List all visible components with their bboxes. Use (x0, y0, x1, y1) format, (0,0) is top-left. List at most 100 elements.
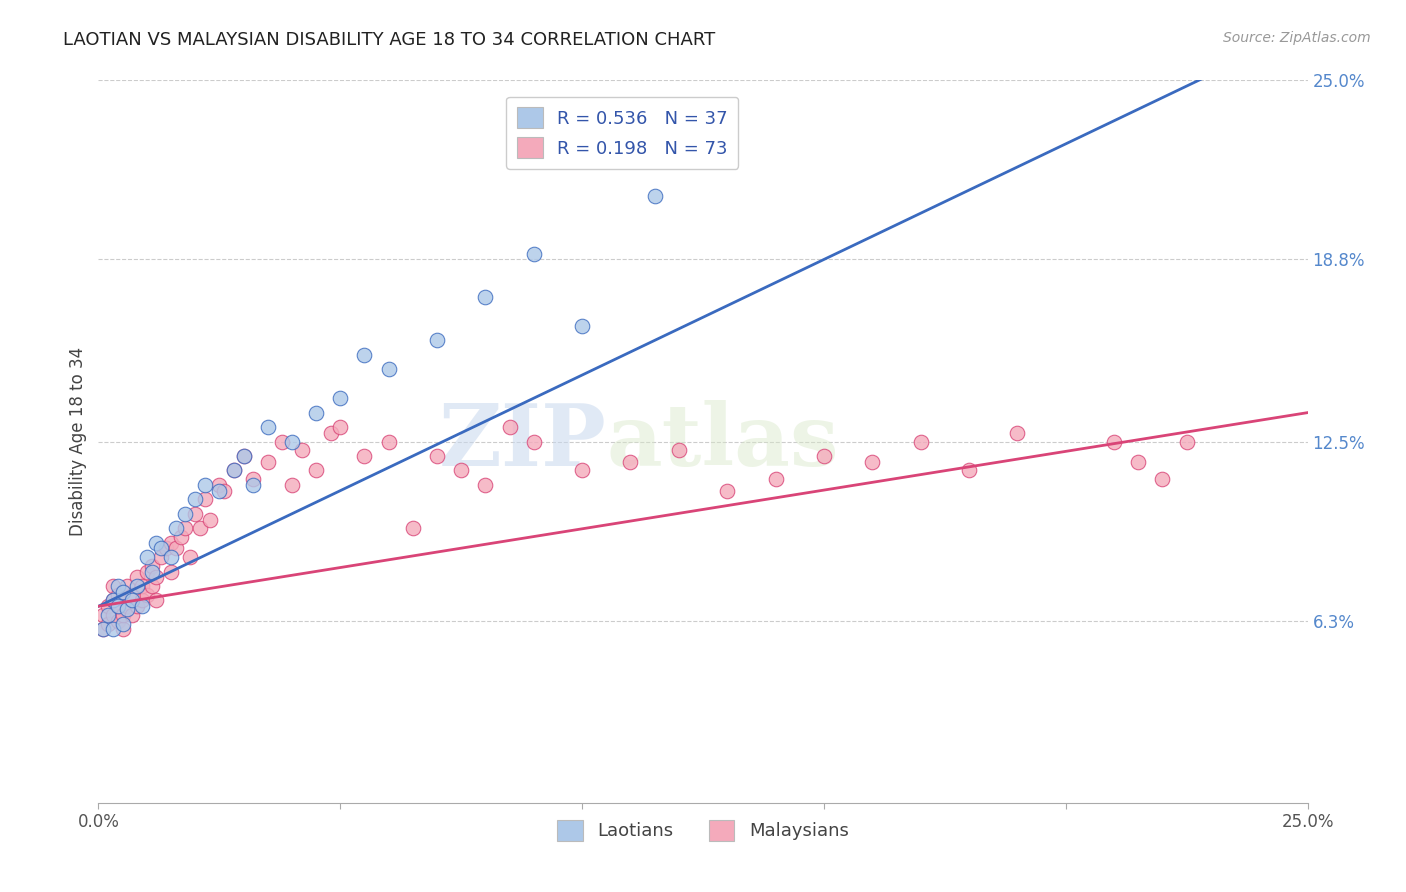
Text: Source: ZipAtlas.com: Source: ZipAtlas.com (1223, 31, 1371, 45)
Point (107, 588, 129, 602)
Point (290, 443, 312, 458)
Point (716, 102, 738, 116)
Point (523, 246, 546, 260)
Point (910, 434, 932, 449)
Point (242, 478, 264, 492)
Point (121, 593, 143, 607)
Text: ZIP: ZIP (439, 400, 606, 483)
Point (402, 521, 425, 535)
Point (377, 434, 399, 449)
Point (107, 599, 129, 614)
Point (426, 334, 449, 348)
Point (256, 420, 278, 434)
Point (271, 434, 294, 449)
Point (145, 535, 167, 549)
Point (353, 449, 375, 463)
Point (169, 530, 191, 544)
Point (212, 483, 235, 498)
Point (111, 616, 134, 631)
Point (91, 623, 114, 637)
Point (121, 607, 143, 622)
Point (160, 565, 183, 579)
Point (716, 483, 738, 498)
Point (571, 318, 593, 333)
Point (450, 463, 472, 477)
Point (117, 602, 139, 616)
Point (571, 463, 593, 477)
Point (150, 541, 173, 556)
Point (155, 541, 177, 556)
Point (305, 406, 328, 420)
Point (329, 391, 352, 405)
Point (141, 565, 163, 579)
Point (377, 362, 399, 376)
Point (1128, 455, 1150, 469)
Point (165, 521, 187, 535)
Point (117, 599, 139, 614)
Y-axis label: Disability Age 18 to 34: Disability Age 18 to 34 (69, 347, 87, 536)
Point (107, 579, 129, 593)
Text: LAOTIAN VS MALAYSIAN DISABILITY AGE 18 TO 34 CORRELATION CHART: LAOTIAN VS MALAYSIAN DISABILITY AGE 18 T… (63, 31, 716, 49)
Point (111, 584, 134, 599)
Text: atlas: atlas (606, 400, 839, 483)
Point (131, 579, 153, 593)
Point (101, 593, 124, 607)
Point (860, 455, 883, 469)
Point (198, 512, 221, 526)
Point (101, 607, 124, 622)
Point (184, 492, 207, 507)
Point (1152, 472, 1174, 486)
Point (101, 579, 124, 593)
Point (194, 478, 217, 492)
Point (135, 588, 157, 602)
Point (111, 607, 134, 622)
Point (426, 449, 449, 463)
Point (91, 607, 114, 622)
Point (101, 593, 124, 607)
Point (1007, 425, 1029, 440)
Point (97, 599, 120, 614)
Point (232, 449, 254, 463)
Point (145, 570, 167, 584)
Point (957, 463, 980, 477)
Point (145, 593, 167, 607)
Point (222, 463, 245, 477)
Point (107, 614, 129, 628)
Point (135, 565, 157, 579)
Point (97, 607, 120, 622)
Point (179, 550, 201, 565)
Point (174, 507, 197, 521)
Point (184, 507, 207, 521)
Point (150, 550, 173, 565)
Point (281, 434, 304, 449)
Point (222, 463, 245, 477)
Point (188, 521, 211, 535)
Point (111, 623, 134, 637)
Point (329, 420, 352, 434)
Point (141, 558, 163, 573)
Point (353, 348, 375, 362)
Point (194, 492, 217, 507)
Point (127, 570, 149, 584)
Point (131, 593, 153, 607)
Point (117, 579, 139, 593)
Point (232, 449, 254, 463)
Point (474, 478, 496, 492)
Point (523, 434, 546, 449)
Point (644, 189, 666, 203)
Point (174, 521, 197, 535)
Point (281, 478, 304, 492)
Point (474, 290, 496, 304)
Point (305, 463, 328, 477)
Point (131, 599, 153, 614)
Point (208, 483, 231, 498)
Point (121, 588, 143, 602)
Point (91, 623, 114, 637)
Point (160, 535, 183, 549)
Legend: Laotians, Malaysians: Laotians, Malaysians (550, 813, 856, 848)
Point (111, 584, 134, 599)
Point (135, 550, 157, 565)
Point (127, 599, 149, 614)
Point (319, 425, 342, 440)
Point (256, 455, 278, 469)
